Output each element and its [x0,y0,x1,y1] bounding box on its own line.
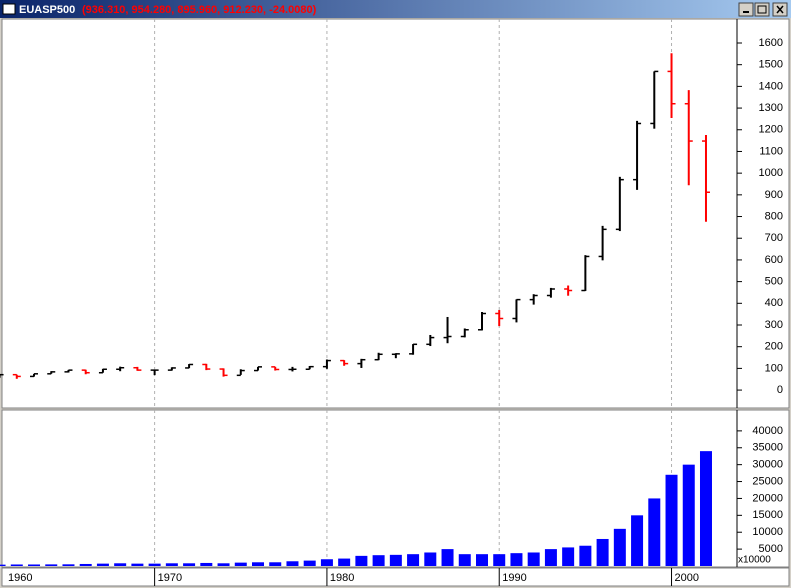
volume-bar [458,554,471,566]
y-tick-label: 800 [765,210,783,222]
volume-bar [355,555,368,566]
volume-bar [596,538,609,566]
volume-bar [527,552,540,566]
y-tick-label: 500 [765,276,783,288]
y-tick-label: 100 [765,362,783,374]
volume-bar [234,562,247,566]
volume-bar [269,562,282,566]
volume-bar [286,561,299,566]
x-tick-label: 1980 [330,572,354,584]
x-tick-label: 1970 [158,572,182,584]
volume-bar [424,552,437,566]
y-tick-label: 0 [777,384,783,396]
window-icon [2,3,16,15]
x-tick-label: 1960 [8,572,32,584]
volume-bar [62,564,75,566]
y-tick-label: 5000 [759,543,783,555]
volume-bar [114,563,127,566]
volume-bar [682,464,695,566]
y-tick-label: 1200 [759,124,783,136]
price-pane [1,18,790,409]
volume-bar [544,549,557,566]
volume-bar [28,564,41,566]
volume-bar [320,559,333,566]
y-tick-label: 300 [765,319,783,331]
volume-bar [510,553,523,566]
y-tick-label: 900 [765,189,783,201]
restore-icon [757,5,767,14]
volume-bar [131,563,144,566]
volume-bar [96,563,109,566]
volume-bar [493,554,506,566]
y-tick-label: 400 [765,297,783,309]
volume-bar [79,563,92,566]
y-tick-label: 200 [765,341,783,353]
y-tick-label: 10000 [752,526,783,538]
volume-bar [613,528,626,566]
volume-bar [562,547,575,566]
volume-bar [183,563,196,566]
volume-bar [148,563,161,566]
y-tick-label: 1000 [759,167,783,179]
volume-bar [165,563,178,566]
y-tick-label: 20000 [752,492,783,504]
y-tick-label: 1100 [759,145,783,157]
title-bar [0,0,791,18]
volume-bar [45,564,58,566]
y-unit-label: x10000 [738,555,771,566]
y-tick-label: 15000 [752,509,783,521]
x-tick-label: 2000 [675,572,699,584]
quote: (936.310, 954.280, 895.960, 912.230, -24… [82,4,317,16]
volume-bar [217,563,230,566]
y-tick-label: 30000 [752,459,783,471]
y-tick-label: 25000 [752,475,783,487]
volume-bar [407,554,420,566]
restore-button[interactable] [754,2,770,17]
minimize-button[interactable] [738,2,754,17]
volume-bar [475,554,488,566]
volume-bar [648,498,661,566]
volume-bar [200,562,213,566]
volume-bar [389,554,402,566]
x-tick-label: 1990 [502,572,526,584]
y-tick-label: 35000 [752,442,783,454]
volume-bar [10,564,23,566]
date-strip [1,567,790,587]
y-tick-label: 600 [765,254,783,266]
y-tick-label: 700 [765,232,783,244]
y-tick-label: 1600 [759,37,783,49]
window-title: EUASP500 [19,4,75,16]
volume-bar [252,562,265,566]
y-tick-label: 1400 [759,80,783,92]
volume-bar [579,545,592,566]
volume-bar [338,558,351,566]
window-buttons [738,2,788,17]
volume-bar [303,560,316,566]
y-tick-label: 40000 [752,425,783,437]
volume-bar [631,515,644,566]
y-tick-label: 1500 [759,59,783,71]
volume-bar [441,549,454,566]
volume-bar [665,474,678,566]
volume-bar [699,451,712,566]
volume-bar [372,555,385,566]
volume-bar [0,564,6,566]
y-tick-label: 1300 [759,102,783,114]
close-icon [776,5,784,14]
